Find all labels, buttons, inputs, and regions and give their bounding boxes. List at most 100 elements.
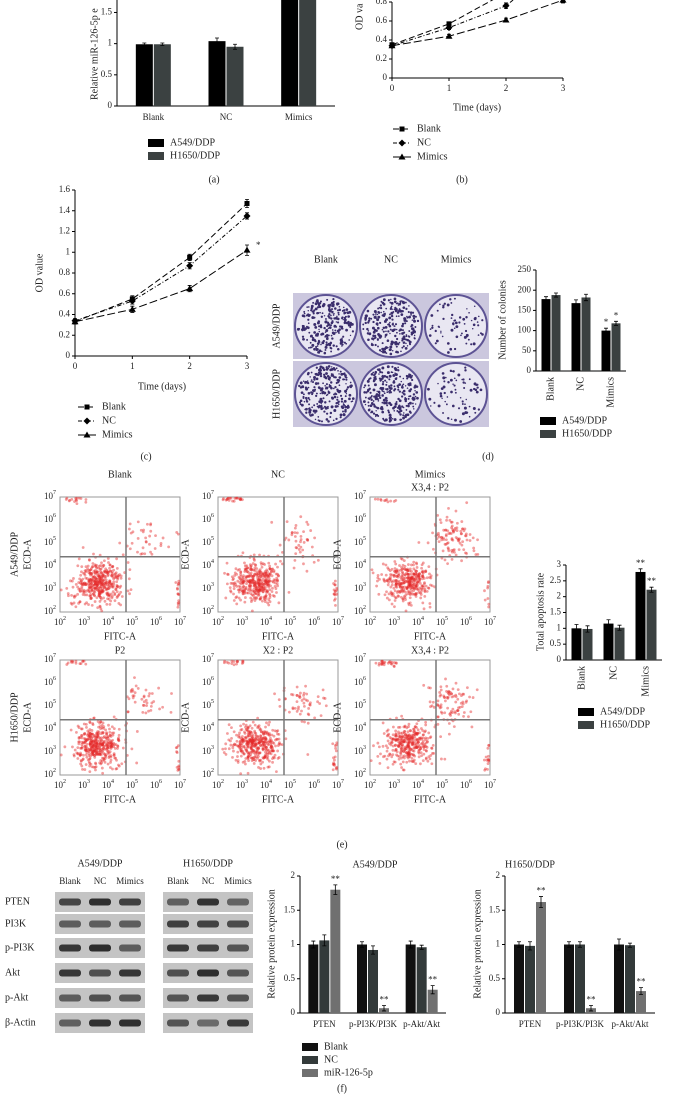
event-dot xyxy=(389,586,392,589)
colony-dot xyxy=(368,330,370,332)
colony-dot xyxy=(456,335,459,338)
event-dot xyxy=(101,767,104,770)
colony-dot xyxy=(406,409,408,411)
event-dot xyxy=(94,762,97,765)
colony-dot xyxy=(468,312,470,314)
colony-dot xyxy=(396,329,398,331)
colony-dot xyxy=(472,328,473,329)
event-dot xyxy=(94,769,97,772)
colony-dot xyxy=(407,339,410,342)
colony-dot xyxy=(447,351,450,354)
event-dot xyxy=(387,733,390,736)
event-dot xyxy=(303,721,306,724)
event-dot xyxy=(98,576,101,579)
y-axis-label: OD va xyxy=(354,3,365,30)
event-dot xyxy=(251,759,254,762)
colony-dot xyxy=(387,339,390,342)
event-dot xyxy=(94,572,97,575)
colony-dot xyxy=(374,371,377,374)
event-dot xyxy=(99,587,102,590)
event-dot xyxy=(431,747,434,750)
flow-x-label: FITC-A xyxy=(104,794,137,805)
colony-dot xyxy=(402,306,405,309)
colony-dot xyxy=(303,393,305,395)
event-dot xyxy=(79,763,82,766)
event-dot xyxy=(415,726,418,729)
y-tick-label: 1.6 xyxy=(59,184,71,194)
colony-dot xyxy=(443,380,445,382)
event-dot xyxy=(146,702,149,705)
colony-dot xyxy=(404,397,406,399)
colony-dot xyxy=(375,317,377,319)
colony-dot xyxy=(317,342,320,345)
colony-dot xyxy=(385,400,387,402)
event-dot xyxy=(112,569,115,572)
colony-dot xyxy=(458,407,460,409)
tick-exponent: 3 xyxy=(53,745,56,751)
event-dot xyxy=(73,595,76,598)
colony-dot xyxy=(344,409,346,411)
event-dot xyxy=(384,593,387,596)
event-dot xyxy=(135,762,138,765)
colony-dot xyxy=(377,314,378,315)
event-dot xyxy=(244,564,247,567)
colony-dot xyxy=(308,332,310,334)
event-dot xyxy=(463,529,466,532)
event-dot xyxy=(267,723,270,726)
flow-x-label: FITC-A xyxy=(104,631,137,642)
event-dot xyxy=(149,709,152,712)
colony-dot xyxy=(375,311,377,313)
event-dot xyxy=(112,742,115,745)
colony-dot xyxy=(329,310,332,313)
colony-dot xyxy=(308,306,310,308)
colony-dot xyxy=(462,318,465,321)
colony-dot xyxy=(370,399,372,401)
colony-dot xyxy=(326,368,327,369)
colony-dot xyxy=(438,404,441,407)
tick-exponent: 6 xyxy=(211,676,214,682)
colony-dot xyxy=(411,332,413,334)
event-dot xyxy=(423,595,426,598)
event-dot xyxy=(334,580,337,583)
event-dot xyxy=(376,580,379,583)
event-dot xyxy=(251,734,254,737)
tick-exponent: 7 xyxy=(493,616,496,622)
colony-dot xyxy=(385,308,387,310)
event-dot xyxy=(233,743,236,746)
event-dot xyxy=(82,572,85,575)
colony-dot xyxy=(374,376,376,378)
event-dot xyxy=(228,747,231,750)
tick-exponent: 4 xyxy=(363,722,366,728)
colony-dot xyxy=(455,322,458,325)
event-dot xyxy=(242,585,245,588)
colony-dot xyxy=(328,391,331,394)
y-tick-label: 3 xyxy=(557,559,562,569)
colony-dot xyxy=(310,309,312,311)
y-tick-label: 0.8 xyxy=(376,0,388,6)
event-dot xyxy=(395,571,398,574)
event-dot xyxy=(425,750,428,753)
x-tick-label: p-Akt/Akt xyxy=(403,1019,440,1029)
panel-label: (b) xyxy=(456,174,468,185)
event-dot xyxy=(107,763,110,766)
event-dot xyxy=(401,576,404,579)
event-dot xyxy=(136,730,139,733)
marker xyxy=(400,127,405,132)
colony-dot xyxy=(409,343,411,345)
colony-dot xyxy=(367,338,370,341)
event-dot xyxy=(231,756,234,759)
event-dot xyxy=(130,690,133,693)
flow-plot xyxy=(218,660,338,775)
colony-dot xyxy=(308,347,310,349)
event-dot xyxy=(307,523,310,526)
colony-dot xyxy=(396,410,398,412)
colony-dot xyxy=(378,391,381,394)
event-dot xyxy=(301,549,304,552)
legend-label: NC xyxy=(417,137,431,148)
colony-row-label: H1650/DDP xyxy=(271,369,282,419)
event-dot xyxy=(228,723,231,726)
colony-dot xyxy=(405,343,407,345)
event-dot xyxy=(88,558,91,561)
colony-dot xyxy=(327,315,329,317)
colony-dot xyxy=(414,326,416,328)
